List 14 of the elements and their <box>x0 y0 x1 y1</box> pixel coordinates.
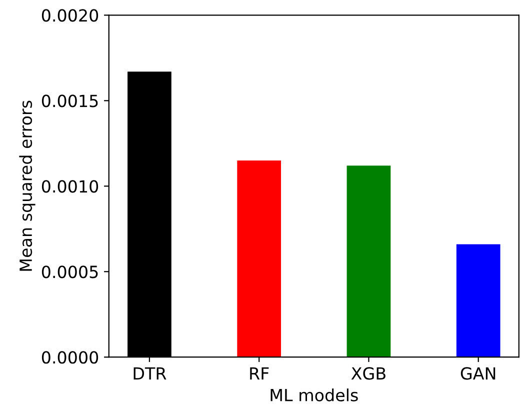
y-axis-title: Mean squared errors <box>19 100 36 271</box>
bar <box>456 244 500 358</box>
x-tick-label: GAN <box>460 367 496 380</box>
y-tick-label: 0.0015 <box>42 94 98 108</box>
y-tick-label: 0.0020 <box>42 9 98 22</box>
x-tick-label: DTR <box>134 367 166 380</box>
x-axis-title: ML models <box>270 388 358 402</box>
x-tick-label: RF <box>250 367 269 380</box>
bar <box>237 160 282 358</box>
y-tick-label: 0.0005 <box>42 266 98 278</box>
y-tick-label: 0.0000 <box>42 351 98 364</box>
x-tick-label: XGB <box>351 367 386 380</box>
y-tick-label: 0.0010 <box>42 180 98 193</box>
bar <box>346 166 391 358</box>
